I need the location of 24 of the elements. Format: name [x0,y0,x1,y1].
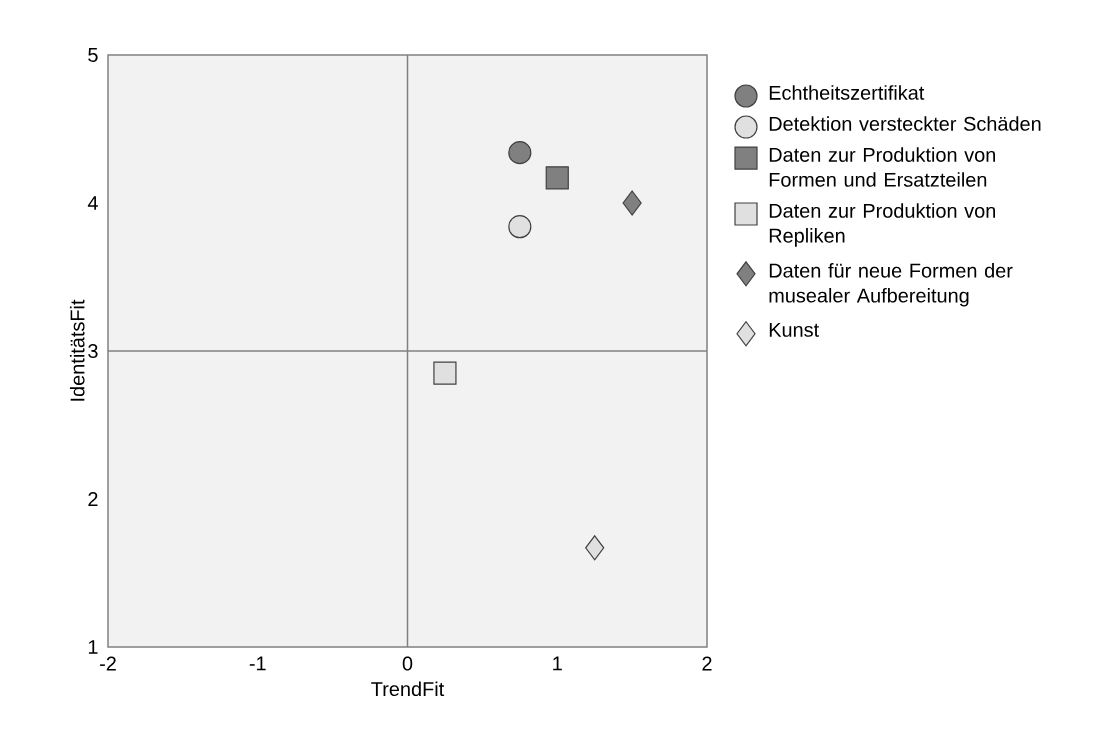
x-tick-label: 1 [553,656,562,671]
y-tick-label: 1 [88,640,98,654]
point [545,166,569,190]
y-tick-label: 3 [88,343,98,359]
legend-label: Kunst [769,322,820,337]
legend-label: Daten zur Produktion von Repliken [769,203,996,247]
x-tick-label: 2 [702,656,712,671]
x-tick-label: 0 [402,656,413,671]
legend-label: Daten für neue Formen der musealer Aufbereitung [769,263,1013,307]
point [433,361,457,385]
y-axis-title: IdentitätsFit [69,299,85,401]
y-tick-label: 5 [88,48,98,62]
x-tick-label: -2 [100,656,116,671]
x-axis-title: TrendFit [371,681,445,697]
legend-label: Echtheitszertifikat [769,85,925,100]
point [585,535,605,561]
point [508,141,532,165]
x-tick-label: -1 [249,656,266,671]
point [508,215,532,239]
y-tick-label: 2 [88,492,98,506]
legend-label: Daten zur Produktion von Formen und Ersatzteilen [769,147,996,187]
point [622,190,642,216]
legend-label: Detektion versteckter Schäden [769,116,1041,131]
y-tick-label: 4 [87,196,98,210]
